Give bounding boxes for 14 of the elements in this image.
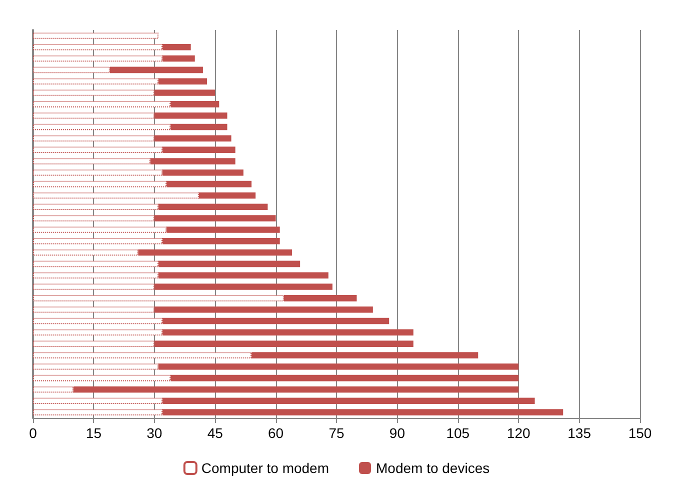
legend-label: Computer to modem — [201, 460, 330, 476]
x-tick-label: 150 — [628, 425, 652, 441]
legend-label: Modem to devices — [376, 460, 490, 476]
x-tick-label: 60 — [268, 425, 284, 441]
x-tick-label: 0 — [29, 425, 38, 441]
x-tick-label: 75 — [328, 425, 344, 441]
x-tick-label: 30 — [146, 425, 162, 441]
bar — [33, 32, 158, 39]
x-tick-label: 135 — [568, 425, 592, 441]
x-tick-label: 120 — [506, 425, 530, 441]
x-tick-label: 15 — [86, 425, 102, 441]
x-tick-label: 45 — [207, 425, 224, 441]
x-tick-label: 90 — [389, 425, 406, 441]
x-tick-label: 105 — [446, 425, 470, 441]
